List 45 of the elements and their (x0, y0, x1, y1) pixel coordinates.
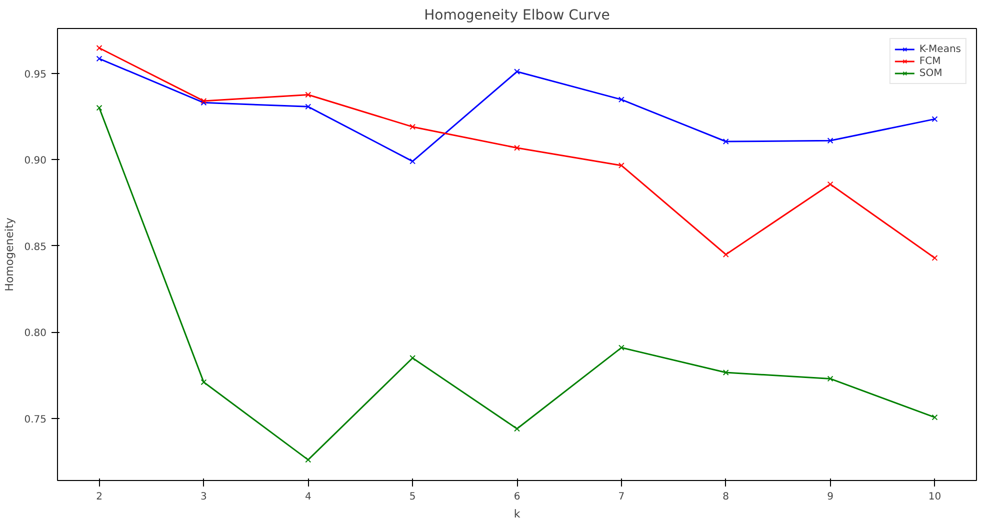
x-tick-label: 9 (827, 492, 834, 502)
point (305, 456, 312, 463)
x-tick-label: 3 (200, 492, 207, 502)
point (827, 376, 834, 382)
y-axis-title: Homogeneity (3, 217, 16, 292)
chart-title: Homogeneity Elbow Curve (424, 8, 610, 24)
point (932, 254, 938, 261)
x-tick-label: 4 (304, 492, 312, 502)
legend-label: SOM (919, 67, 942, 79)
point (618, 96, 624, 103)
point (96, 104, 102, 111)
y-tick-label: 0.85 (24, 242, 46, 253)
y-tick-label: 0.95 (24, 69, 46, 80)
point (514, 426, 520, 432)
point (514, 144, 520, 151)
x-tick-label: 8 (722, 492, 730, 502)
y-tick-label: 0.90 (24, 156, 46, 167)
point (618, 162, 624, 168)
point (827, 181, 834, 188)
x-tick-label: 10 (928, 492, 942, 502)
point (932, 414, 938, 420)
point (514, 68, 520, 75)
x-axis-title: k (514, 508, 521, 520)
point (722, 370, 729, 376)
x-tick-label: 6 (514, 492, 520, 502)
x-tick-label: 2 (96, 492, 102, 502)
point (410, 124, 416, 130)
x-tick-label: 5 (409, 492, 416, 502)
legend-label: K-Means (919, 43, 961, 55)
point (305, 104, 312, 110)
point (410, 355, 416, 361)
legend-label: FCM (919, 55, 941, 67)
x-tick-label: 7 (618, 492, 625, 502)
y-tick-label: 0.80 (24, 328, 46, 340)
point (827, 138, 834, 144)
y-tick-label: 0.75 (24, 414, 46, 426)
point (305, 92, 312, 98)
point (96, 56, 102, 62)
point (722, 138, 729, 144)
point (96, 45, 102, 51)
point (932, 116, 938, 122)
point (722, 252, 729, 258)
point (618, 344, 624, 351)
point (410, 158, 416, 164)
point (200, 379, 207, 386)
